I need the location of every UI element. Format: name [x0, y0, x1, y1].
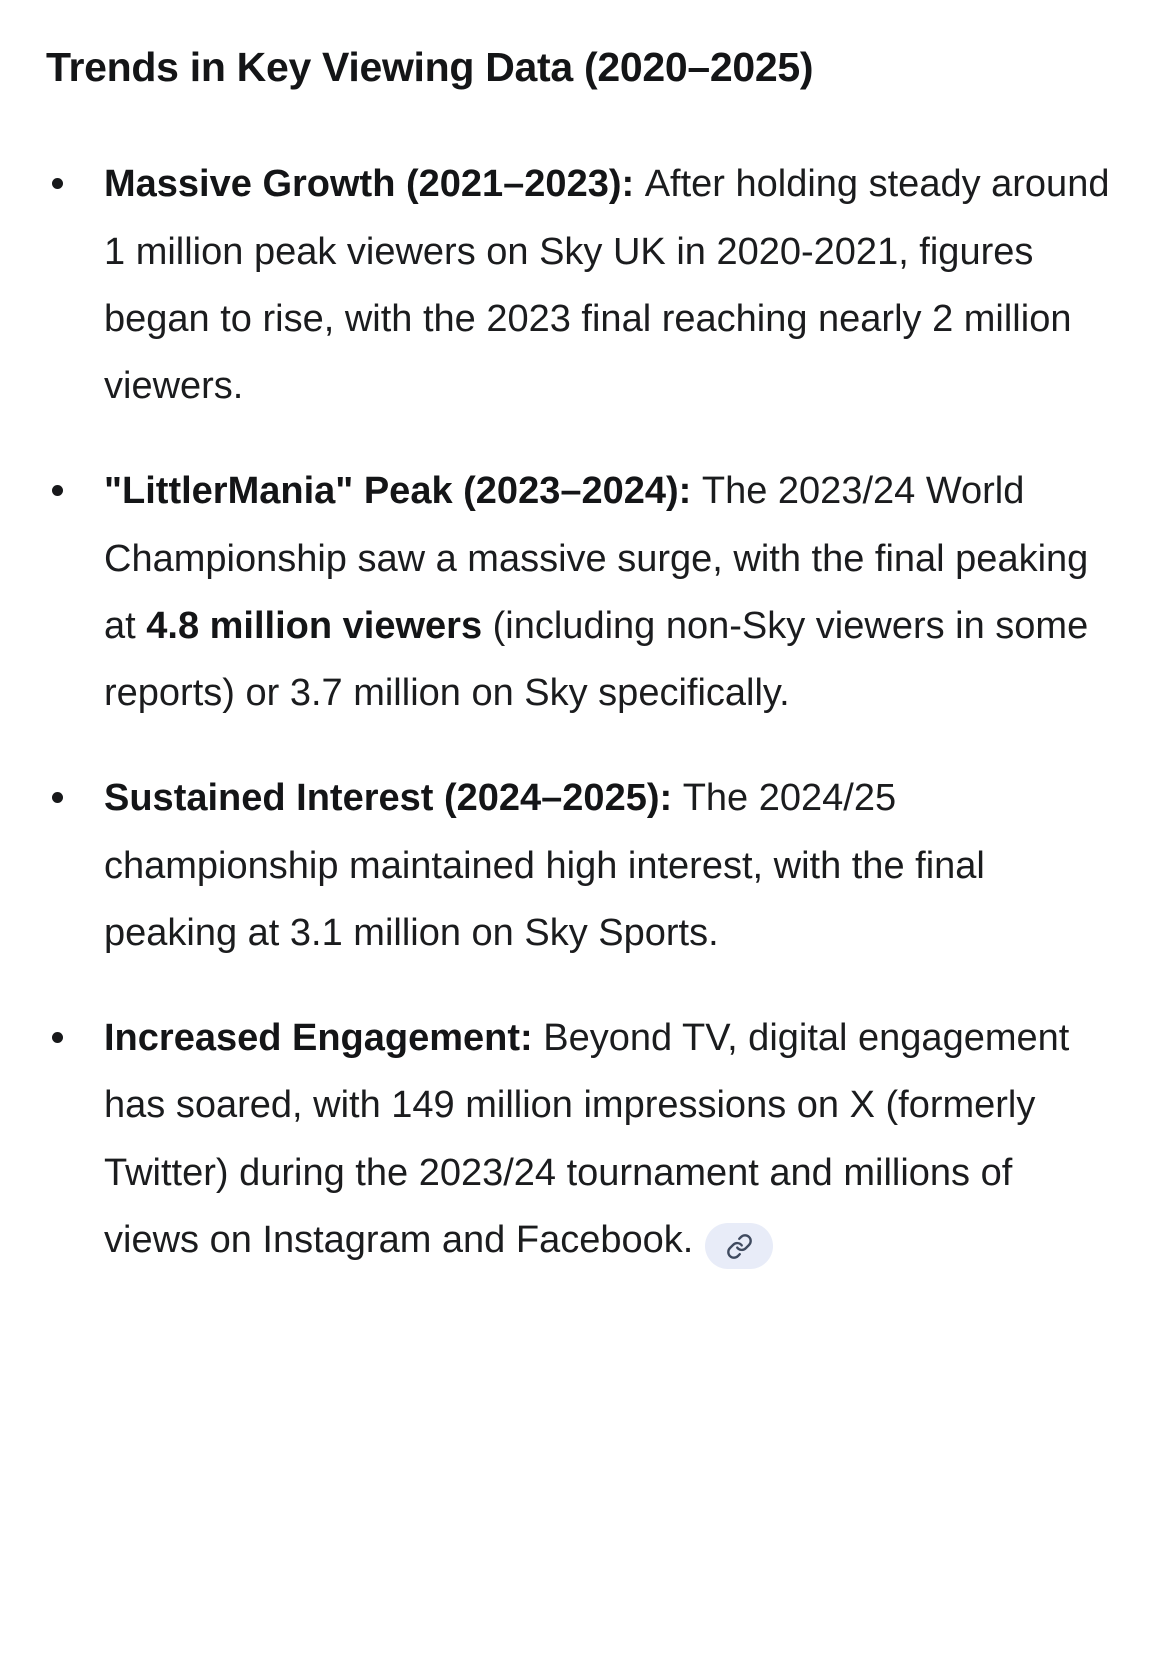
bullet-list: Massive Growth (2021–2023): After holdin… — [46, 151, 1110, 1274]
list-item: Massive Growth (2021–2023): After holdin… — [46, 151, 1110, 420]
bullet-icon — [52, 178, 63, 190]
bold-text: Massive Growth (2021–2023): — [104, 163, 645, 206]
body-text: Beyond TV, digital engagement has soared… — [104, 1017, 1070, 1261]
document-page: Trends in Key Viewing Data (2020–2025) M… — [46, 44, 1110, 1274]
bullet-icon — [52, 1032, 63, 1043]
bullet-text: Increased Engagement: Beyond TV, digital… — [104, 1017, 1070, 1270]
list-item: Sustained Interest (2024–2025): The 2024… — [46, 765, 1110, 967]
bold-text: Increased Engagement: — [104, 1017, 544, 1059]
bullet-icon — [52, 792, 63, 804]
page-title: Trends in Key Viewing Data (2020–2025) — [46, 44, 814, 90]
bullet-icon — [52, 485, 63, 497]
bold-text: 4.8 million viewers — [146, 604, 483, 647]
bullet-text: Massive Growth (2021–2023): After holdin… — [104, 163, 1109, 407]
citation-link-button[interactable] — [705, 1223, 774, 1270]
body-text: The 2023/24 World Championship saw a mas… — [104, 470, 1089, 647]
bullet-text: "LittlerMania" Peak (2023–2024): The 202… — [104, 470, 1088, 714]
bullet-text: Sustained Interest (2024–2025): The 2024… — [104, 777, 985, 954]
bold-text: "LittlerMania" Peak (2023–2024): — [104, 470, 702, 513]
body-text: The 2024/25 championship maintained high… — [104, 777, 985, 954]
link-icon — [726, 1233, 752, 1259]
list-item: Increased Engagement: Beyond TV, digital… — [46, 1005, 1110, 1274]
bold-text: Sustained Interest (2024–2025): — [104, 777, 683, 820]
body-text: After holding steady around 1 million pe… — [104, 163, 1110, 407]
body-text: (including non-Sky viewers in some repor… — [104, 604, 1089, 714]
list-item: "LittlerMania" Peak (2023–2024): The 202… — [46, 458, 1110, 727]
